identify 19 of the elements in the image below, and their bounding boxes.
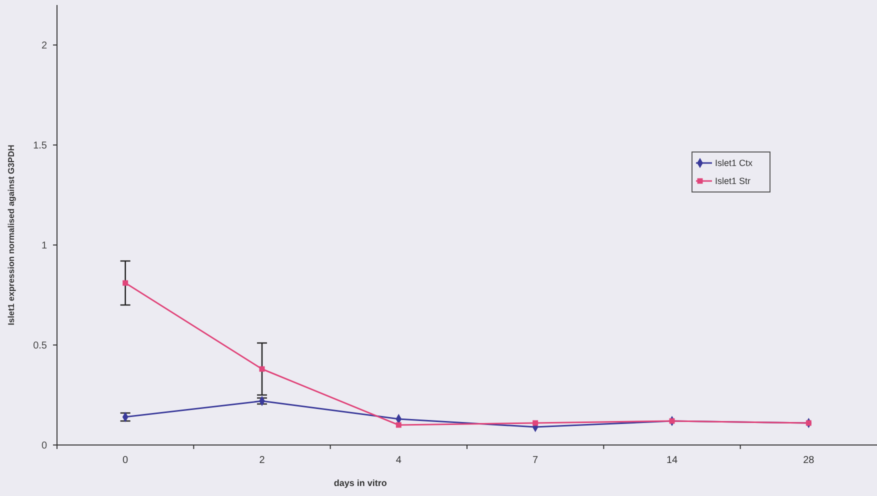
point [532, 420, 538, 426]
x-tick-label: 0 [122, 455, 129, 466]
x-tick-label: 14 [666, 455, 678, 466]
x-tick-label: 7 [532, 455, 539, 466]
legend-label: Islet1 Ctx [715, 158, 754, 168]
point [806, 420, 812, 426]
x-tick-label: 2 [259, 455, 266, 466]
y-tick-label: 1.5 [33, 140, 48, 152]
x-axis-title: days in vitro [334, 478, 388, 488]
point [122, 280, 128, 286]
y-axis-title: Islet1 expression normalised against G3PDH [6, 144, 16, 326]
legend-label: Islet1 Str [715, 176, 751, 186]
point [396, 422, 402, 428]
x-tick-label: 4 [396, 455, 402, 466]
y-tick-label: 2 [41, 40, 48, 52]
y-tick-label: 0.5 [33, 340, 48, 352]
y-tick-label: 1 [41, 240, 48, 252]
y-tick-label: 0 [41, 440, 48, 452]
x-tick-label: 28 [803, 455, 815, 466]
